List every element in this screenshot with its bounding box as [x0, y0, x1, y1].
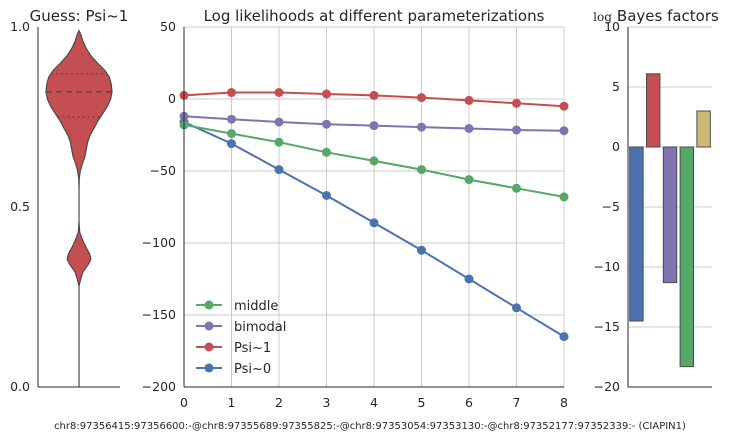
data-point [322, 119, 331, 129]
line-x-tick-label: 1 [228, 395, 236, 410]
line-x-tick-label: 5 [418, 395, 426, 410]
violin-panel: Guess: Psi~1 0.0 0.5 1.0 [10, 7, 128, 394]
legend-swatch-marker [204, 321, 214, 331]
data-point [417, 122, 426, 132]
data-point [512, 98, 521, 108]
data-point [464, 175, 474, 185]
line-x-tick-label: 6 [465, 395, 473, 410]
data-point [464, 274, 474, 284]
line-legend: middle bimodal Psi~1 Psi~0 [196, 299, 286, 377]
line-y-tick-label: −100 [142, 235, 176, 250]
data-point [369, 90, 379, 100]
legend-item-middle: middle [196, 299, 278, 314]
data-point [512, 303, 521, 313]
series-Psi~1 [179, 88, 569, 111]
violin-y-axis: 0.0 0.5 1.0 [10, 19, 30, 394]
violin-y-tick-label: 0.0 [10, 379, 30, 394]
data-point [512, 125, 521, 135]
line-chart-title: Log likelihoods at different parameteriz… [204, 7, 545, 25]
legend-label: Psi~1 [234, 341, 271, 356]
bar-title-log-prefix: log [593, 10, 612, 24]
bayes-factor-bar [646, 73, 661, 148]
data-point [274, 117, 284, 127]
line-y-tick-label: −150 [142, 307, 176, 322]
line-series-group [179, 88, 569, 342]
violin-body [45, 29, 113, 387]
bar-title-text: Bayes factors [617, 7, 719, 25]
bar-y-tick-label: 0 [612, 139, 620, 154]
data-point [274, 165, 284, 175]
legend-item-bimodal: bimodal [196, 320, 286, 335]
bar-y-tick-label: −10 [594, 259, 620, 274]
line-x-tick-label: 2 [275, 395, 283, 410]
data-point [559, 126, 569, 136]
line-x-tick-label: 0 [180, 395, 188, 410]
data-point [274, 137, 284, 147]
line-y-tick-label: −50 [150, 163, 176, 178]
footer-event-id: chr8:97356415:97356600:-@chr8:97355689:9… [54, 421, 686, 432]
line-x-tick-label: 4 [370, 395, 378, 410]
data-point [322, 147, 331, 157]
line-y-tick-label: 0 [168, 91, 176, 106]
data-point [369, 121, 379, 131]
bar-y-tick-label: −20 [594, 379, 620, 394]
legend-label: bimodal [234, 320, 286, 335]
legend-swatch-marker [204, 300, 214, 310]
data-point [464, 95, 474, 105]
line-y-tick-label: 50 [160, 19, 176, 34]
data-point [417, 245, 426, 255]
legend-item-Psi~1: Psi~1 [196, 341, 271, 356]
data-point [227, 139, 236, 149]
bar-panel: log Bayes factors 10 5 0 −5 −10 −15 −20 [593, 7, 719, 394]
data-point [512, 183, 521, 193]
data-point [322, 191, 331, 200]
data-point [559, 332, 569, 342]
bayes-factor-bar [662, 146, 678, 284]
bar-y-tick-label: 5 [612, 79, 620, 94]
series-bimodal [179, 111, 569, 136]
line-x-axis: 0 1 2 3 4 5 6 7 8 [180, 395, 568, 410]
bayes-factor-bar [696, 110, 711, 148]
violin-shape [45, 29, 113, 287]
violin-y-tick-label: 0.5 [10, 199, 30, 214]
data-point [274, 88, 284, 97]
bayes-factor-bar [679, 146, 694, 368]
data-point [559, 101, 569, 111]
legend-label: Psi~0 [234, 362, 271, 377]
data-point [559, 192, 569, 202]
legend-label: middle [234, 299, 278, 314]
data-point [464, 124, 474, 133]
data-point [417, 93, 426, 103]
data-point [369, 218, 379, 228]
line-x-tick-label: 3 [323, 395, 331, 410]
legend-swatch-marker [204, 342, 214, 352]
line-y-tick-label: −200 [142, 379, 176, 394]
bar-y-tick-label: −5 [602, 199, 620, 214]
data-point [417, 165, 426, 175]
data-point [322, 89, 331, 99]
line-x-tick-label: 8 [560, 395, 568, 410]
data-point [227, 129, 236, 139]
bar-group [629, 73, 711, 368]
data-point [227, 88, 236, 97]
bar-y-tick-label: −15 [594, 319, 620, 334]
line-x-tick-label: 7 [513, 395, 521, 410]
data-point [369, 156, 379, 166]
legend-item-Psi~0: Psi~0 [196, 362, 271, 377]
data-point [227, 114, 236, 124]
violin-y-tick-label: 1.0 [10, 19, 30, 34]
bar-y-tick-label: 10 [604, 19, 620, 34]
violin-title: Guess: Psi~1 [30, 7, 129, 25]
series-middle [179, 120, 569, 202]
bayes-factor-bar [629, 146, 644, 322]
legend-swatch-marker [204, 363, 214, 373]
bar-y-axis: 10 5 0 −5 −10 −15 −20 [594, 19, 620, 394]
bar-chart-title: log Bayes factors [593, 7, 719, 25]
line-panel: Log likelihoods at different parameteriz… [142, 7, 569, 410]
line-y-axis: 50 0 −50 −100 −150 −200 [142, 19, 176, 394]
